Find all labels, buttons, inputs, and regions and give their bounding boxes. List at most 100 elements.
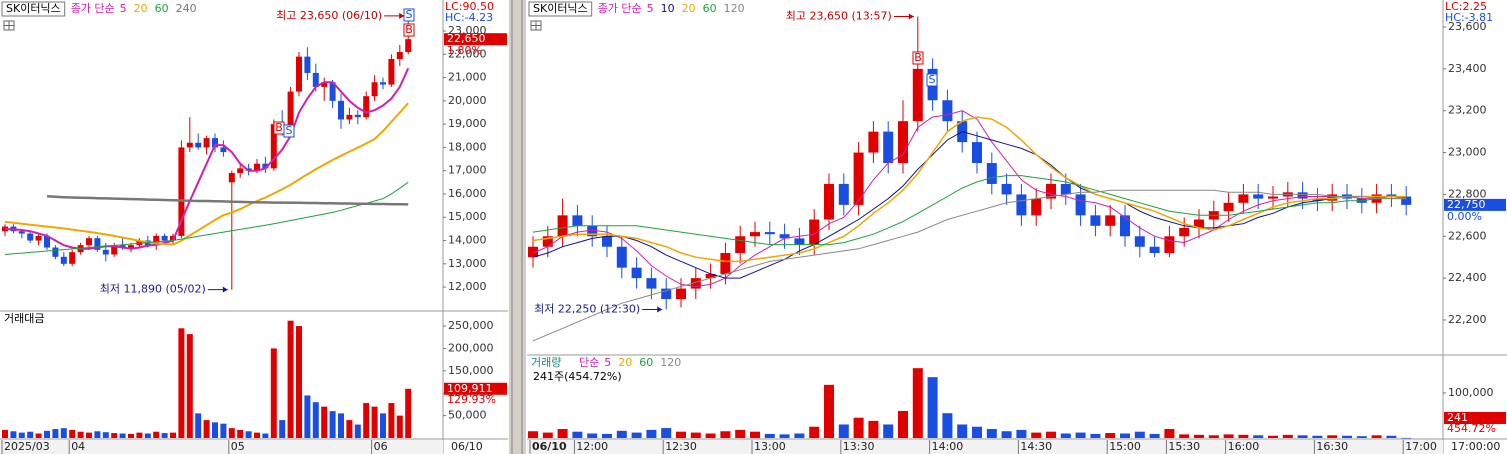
candle-body (1105, 215, 1116, 226)
volume-tag-label: 109,911 (447, 382, 493, 395)
candle-body (1149, 246, 1160, 254)
candle-body (1060, 183, 1071, 195)
candle-body (52, 247, 59, 257)
volume-bar (764, 433, 775, 438)
candle-body (1253, 194, 1264, 199)
volume-bar (338, 413, 344, 438)
candle-body (1268, 196, 1278, 199)
volume-bar (44, 430, 50, 438)
candle-body (853, 152, 864, 205)
volume-bar (321, 406, 328, 438)
volume-bar (868, 420, 879, 438)
candle-body (705, 273, 716, 279)
moving-average (46, 195, 409, 206)
volume-bar (646, 429, 657, 438)
volume-bar (69, 429, 76, 438)
candle-body (203, 138, 210, 148)
volume-bar (1164, 428, 1175, 438)
volume-bar (779, 434, 790, 438)
signal-box (403, 8, 415, 22)
candle-body (363, 96, 370, 118)
moving-average (532, 110, 1407, 288)
y-tick-label: 21,000 (448, 71, 487, 84)
candle-body (1312, 198, 1323, 201)
moving-average (4, 67, 410, 250)
price-tag (444, 33, 507, 46)
volume-bar (220, 423, 227, 438)
candle-body (86, 238, 92, 246)
volume-bar (1060, 433, 1071, 438)
candle-body (542, 236, 553, 247)
volume-bar (986, 428, 997, 438)
volume-bar (77, 431, 84, 438)
legend-entry: 20 (134, 2, 148, 15)
candle-body (346, 114, 353, 120)
volume-bar (587, 433, 598, 438)
volume-bar (1356, 436, 1367, 438)
volume-bar (1016, 429, 1027, 438)
candle-body (304, 56, 311, 73)
high-note: 최고 23,650 (13:57) (786, 10, 892, 23)
volume-bar (27, 431, 34, 438)
candle-body (898, 121, 908, 164)
volume-bar (602, 433, 612, 438)
volume-tag (444, 382, 507, 395)
volume-bar (1179, 434, 1190, 438)
volume-legend-entry: 20 (618, 356, 632, 369)
candle-body (380, 82, 386, 85)
x-tick-label: 14:30 (1020, 440, 1052, 453)
x-tick-label: 16:30 (1316, 440, 1348, 453)
volume-bar (1223, 434, 1234, 438)
volume-bar (883, 424, 894, 438)
volume-bar (1371, 435, 1382, 438)
volume-bar (186, 334, 193, 438)
low-note-arrowhead (657, 306, 663, 313)
volume-bar (528, 431, 538, 438)
volume-tag-note: 129.93% (447, 393, 496, 406)
volume-bar (942, 413, 953, 438)
volume-tag-note: 454.72% (1447, 422, 1496, 435)
symbol-name[interactable]: SK이터닉스 (533, 2, 588, 15)
volume-bar (287, 320, 294, 438)
low-note: 최저 11,890 (05/02) (100, 283, 206, 296)
volume-y-tick-label: 250,000 (448, 319, 494, 332)
legend-entry: 20 (682, 2, 696, 15)
candle-body (153, 235, 160, 246)
x-tick-label: 14:00 (932, 440, 964, 453)
candle-body (44, 235, 50, 248)
volume-bar (1268, 435, 1278, 438)
volume-bar (144, 433, 151, 438)
volume-bar (270, 348, 277, 438)
candle-body (1194, 219, 1204, 228)
candle-body (2, 226, 8, 232)
volume-bar (794, 433, 805, 438)
candle-body (587, 225, 598, 237)
symbol-box[interactable] (1, 1, 66, 17)
y-tick-label: 19,000 (448, 117, 487, 130)
x-tick-label: 2025/03 (4, 440, 50, 453)
volume-bar (86, 432, 92, 438)
candle-body (228, 173, 235, 183)
volume-bar (10, 431, 17, 438)
low-note: 최저 22,250 (12:30) (534, 303, 640, 316)
candle-body (212, 138, 218, 148)
symbol-box[interactable] (528, 1, 593, 17)
y-tick-label: 23,000 (1448, 146, 1487, 159)
volume-bar (102, 432, 109, 438)
volume-bar (111, 433, 118, 438)
price-tag-label: 22,650 (447, 32, 486, 45)
volume-bar (203, 420, 210, 438)
volume-legend-entry: 5 (604, 356, 611, 369)
time-axis-bg (527, 440, 1443, 454)
volume-bar (161, 433, 168, 438)
candle-body (1075, 194, 1086, 216)
candle-body (405, 39, 412, 52)
x-tick-label: 12:00 (576, 440, 608, 453)
candle-body (128, 245, 134, 248)
volume-bar (1149, 433, 1160, 438)
legend-entry: 120 (724, 2, 745, 15)
symbol-name[interactable]: SK이터닉스 (6, 2, 61, 15)
candle-body (1238, 194, 1249, 203)
volume-bar (237, 429, 244, 438)
volume-legend-label: 단순 (579, 356, 599, 369)
